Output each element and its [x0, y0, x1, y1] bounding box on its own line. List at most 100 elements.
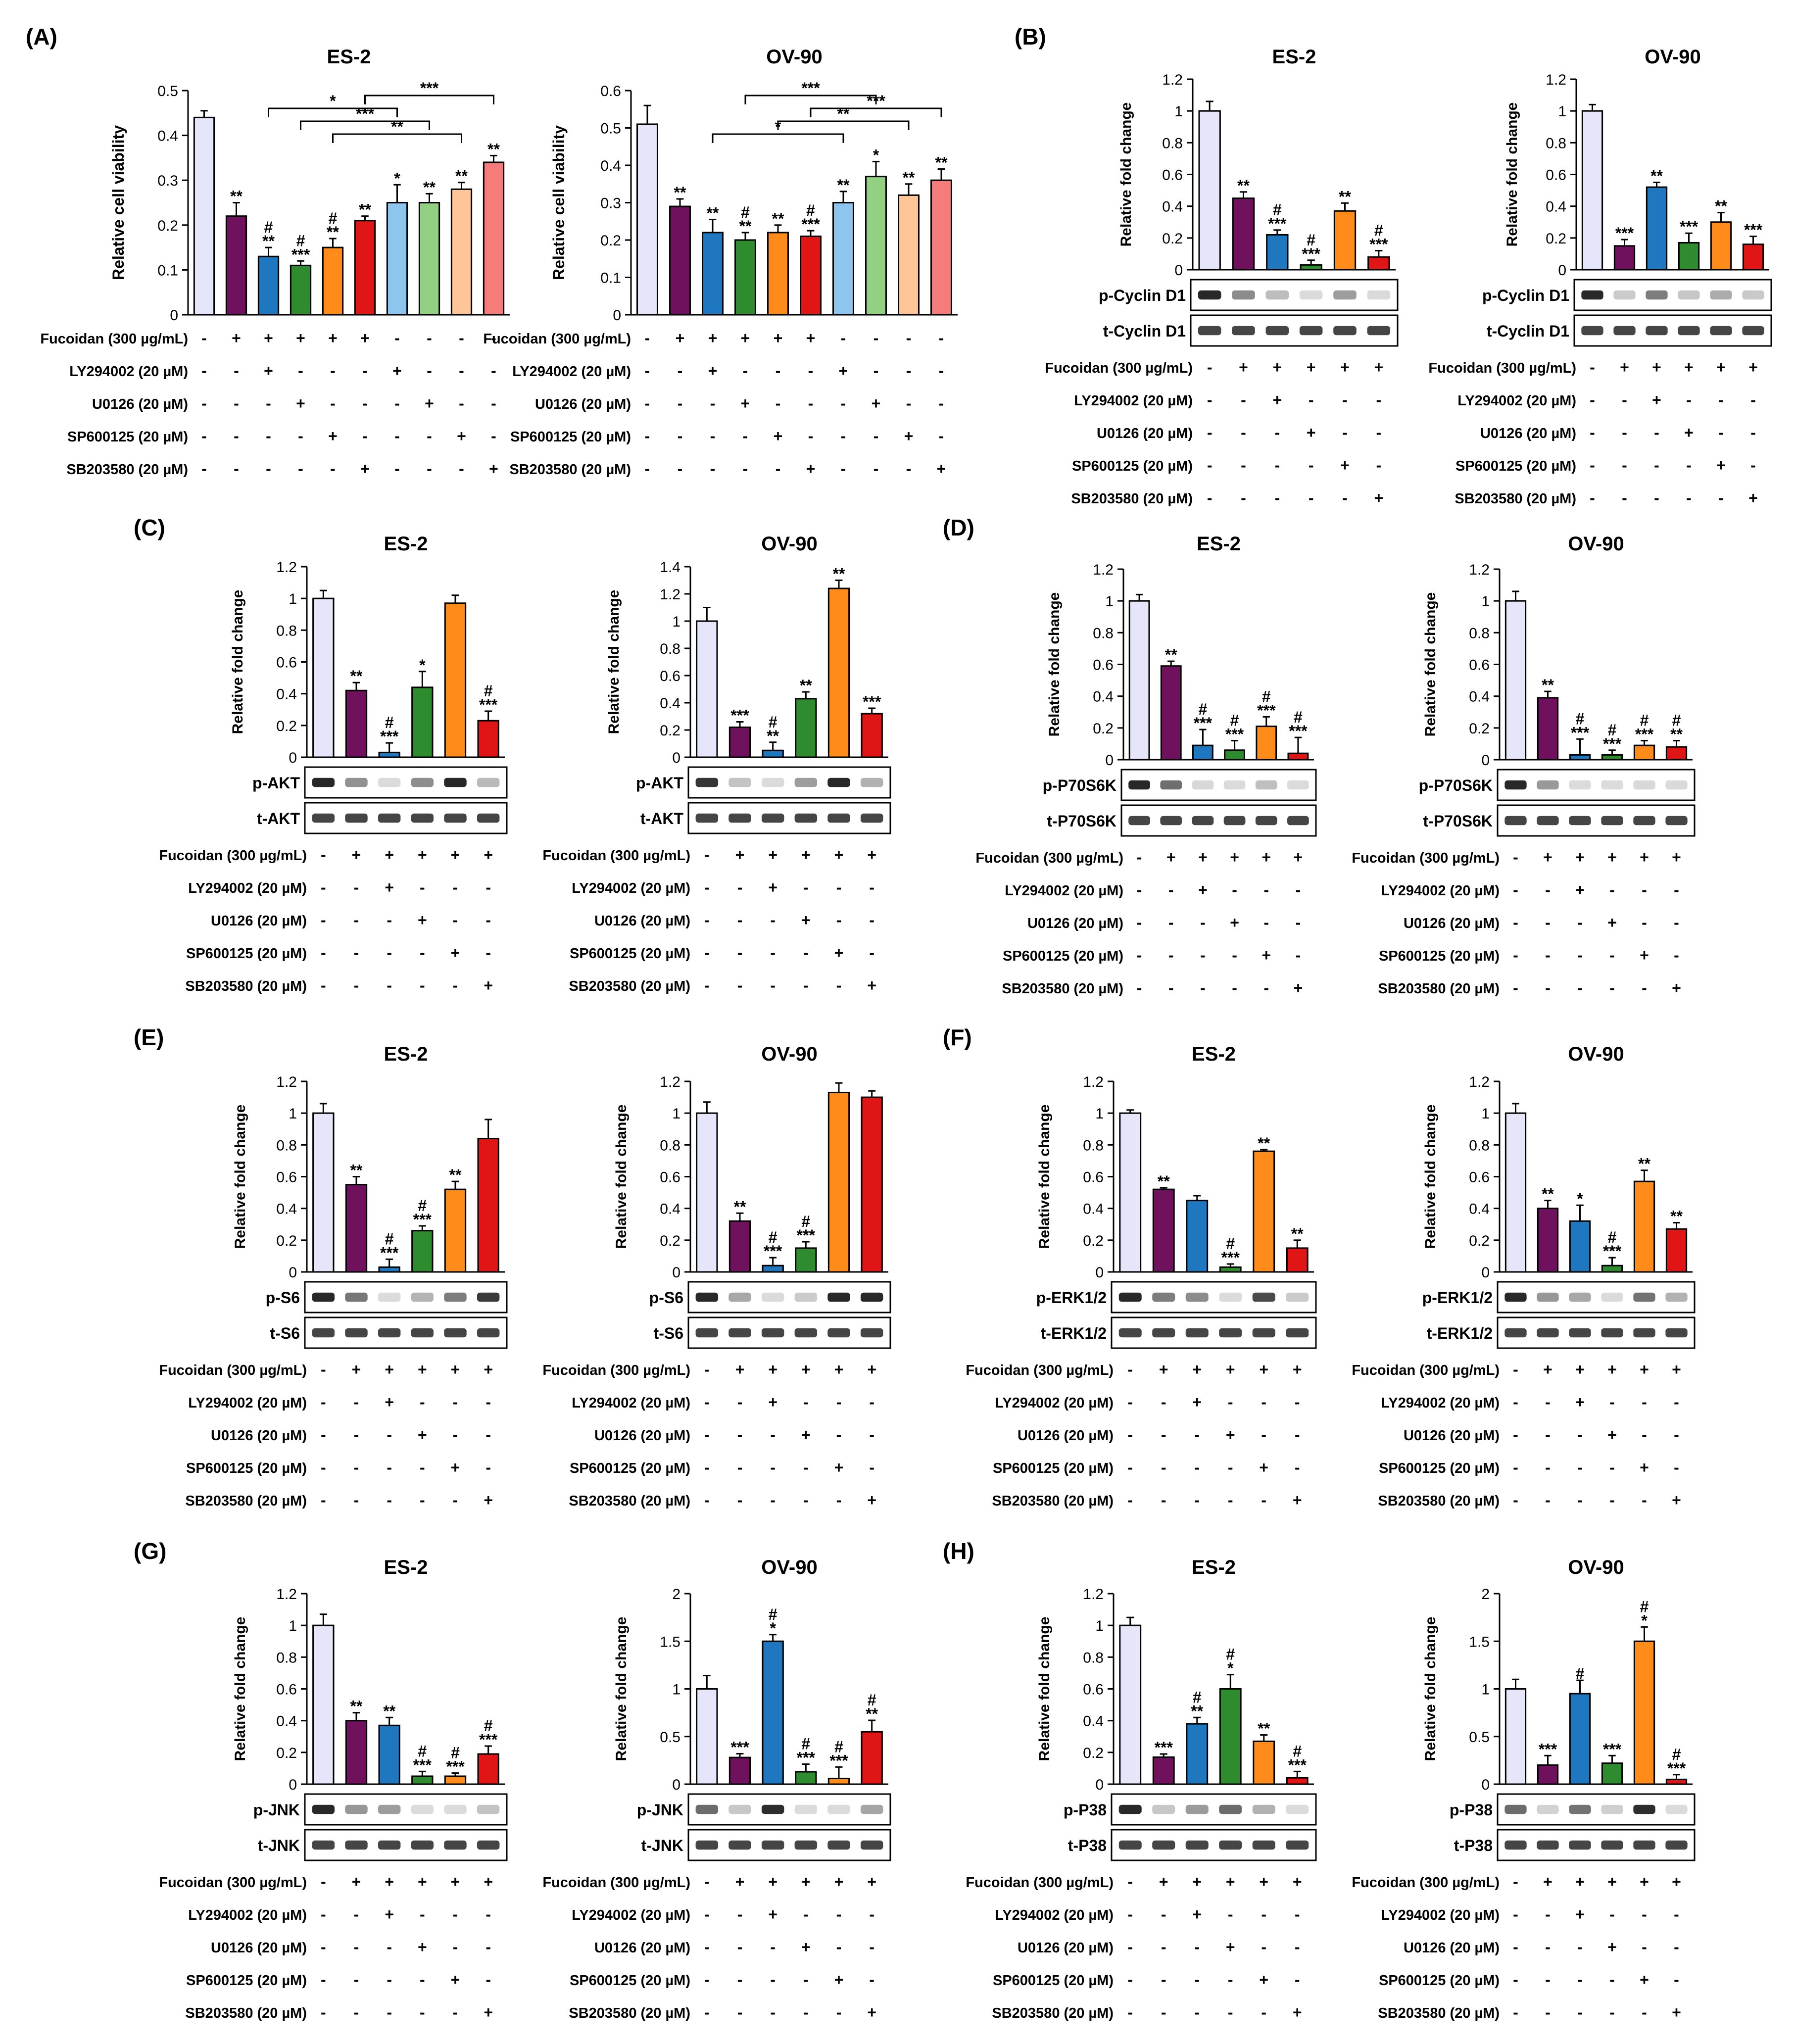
- treatment-sign: -: [394, 460, 400, 478]
- bar: [696, 1688, 718, 1785]
- treatment-label: SP600125 (20 µM): [67, 429, 188, 445]
- treatment-sign: +: [296, 394, 305, 412]
- treatment-sign: -: [737, 1938, 743, 1956]
- significance-mark: ***: [797, 1749, 816, 1767]
- treatment-sign: -: [1261, 1426, 1266, 1444]
- treatment-label: SB203580 (20 µM): [1071, 491, 1193, 507]
- blot-band: [1252, 1804, 1275, 1814]
- treatment-sign: -: [1609, 2003, 1615, 2021]
- treatment-sign: -: [1295, 1938, 1300, 1956]
- treatment-sign: -: [1241, 489, 1246, 507]
- bar: [1601, 754, 1623, 761]
- treatment-sign: +: [806, 329, 816, 347]
- treatment-sign: -: [841, 329, 846, 347]
- significance-mark: #: [1230, 712, 1239, 730]
- significance-mark: **: [935, 154, 948, 172]
- blot-band: [827, 813, 850, 823]
- blot-band: [827, 1328, 850, 1338]
- treatment-sign: +: [1307, 424, 1316, 441]
- treatment-sign: -: [1207, 358, 1213, 376]
- treatment-label: SB203580 (20 µM): [1455, 491, 1576, 507]
- treatment-sign: -: [266, 460, 271, 478]
- blot-label: t-Cyclin D1: [1103, 322, 1186, 340]
- treatment-label: U0126 (20 µM): [211, 1428, 307, 1444]
- treatment-label: Fucoidan (300 µg/mL): [966, 1363, 1114, 1378]
- treatment-sign: +: [1192, 1873, 1202, 1891]
- significance-mark: #: [1307, 231, 1315, 249]
- treatment-label: U0126 (20 µM): [1018, 1428, 1114, 1444]
- bar: [795, 698, 817, 758]
- treatment-sign: +: [1272, 391, 1282, 409]
- treatment-label: SP600125 (20 µM): [1003, 948, 1123, 964]
- treatment-label: SB203580 (20 µM): [569, 2005, 690, 2021]
- blot-label: p-P70S6K: [1043, 777, 1116, 794]
- treatment-sign: -: [1200, 979, 1206, 997]
- blot-band: [1569, 780, 1591, 790]
- treatment-sign: -: [1342, 424, 1348, 441]
- treatment-sign: -: [836, 2003, 842, 2021]
- treatment-sign: -: [704, 1361, 710, 1378]
- treatment-sign: -: [1513, 1938, 1518, 1956]
- treatment-sign: -: [803, 878, 809, 896]
- treatment-sign: -: [1161, 1938, 1166, 1956]
- treatment-sign: +: [834, 1971, 844, 1989]
- treatment-sign: -: [234, 427, 239, 445]
- blot-band: [411, 1328, 434, 1338]
- treatment-sign: -: [737, 1971, 743, 1989]
- treatment-sign: -: [710, 394, 716, 412]
- bar: [378, 1266, 400, 1273]
- blot-band: [1633, 1328, 1655, 1338]
- treatment-sign: -: [1168, 881, 1174, 899]
- blot-band: [1160, 780, 1182, 790]
- treatment-label: SB203580 (20 µM): [992, 2005, 1114, 2021]
- blot-band: [477, 1840, 500, 1850]
- treatment-sign: +: [418, 1873, 427, 1891]
- blot-band: [1665, 816, 1688, 826]
- treatment-sign: -: [1609, 1491, 1615, 1509]
- blot-band: [794, 813, 818, 823]
- treatment-sign: +: [834, 1459, 844, 1476]
- bar: [930, 179, 952, 316]
- significance-mark: **: [1339, 188, 1351, 205]
- blot-band: [1219, 1292, 1242, 1302]
- treatment-sign: +: [360, 329, 370, 347]
- treatment-sign: -: [387, 2003, 392, 2021]
- blot-label: p-P38: [1064, 1801, 1107, 1819]
- treatment-sign: +: [1640, 1971, 1649, 1989]
- treatment-sign: -: [1674, 914, 1679, 931]
- bar: [1160, 665, 1182, 761]
- treatment-sign: -: [453, 1393, 458, 1411]
- treatment-sign: -: [387, 911, 392, 929]
- y-tick-label: 1.2: [660, 586, 680, 603]
- bar: [312, 597, 335, 758]
- treatment-sign: -: [1295, 1971, 1300, 1989]
- blot-band: [794, 1840, 818, 1850]
- y-tick-label: 0.8: [1469, 1137, 1490, 1154]
- treatment-sign: +: [834, 944, 844, 962]
- y-tick-label: 1: [289, 1618, 297, 1634]
- bar: [1266, 234, 1289, 271]
- bar: [861, 713, 883, 758]
- treatment-sign: -: [420, 1905, 425, 1923]
- treatment-sign: -: [906, 362, 912, 380]
- treatment-sign: -: [298, 362, 303, 380]
- bar: [1119, 1624, 1142, 1785]
- treatment-sign: -: [645, 427, 650, 445]
- significance-mark: #: [1640, 712, 1649, 730]
- blot-band: [1537, 1840, 1559, 1850]
- y-tick-label: 0.4: [660, 695, 680, 712]
- bar: [411, 686, 434, 758]
- treatment-sign: -: [645, 362, 650, 380]
- significance-mark: #: [385, 1230, 394, 1248]
- treatment-sign: -: [321, 944, 326, 962]
- treatment-label: SP600125 (20 µM): [1379, 948, 1500, 964]
- treatment-sign: -: [1296, 914, 1301, 931]
- treatment-sign: +: [801, 911, 811, 929]
- y-tick-label: 0.8: [1469, 625, 1490, 641]
- treatment-sign: +: [385, 1905, 394, 1923]
- treatment-sign: -: [770, 976, 776, 994]
- treatment-label: U0126 (20 µM): [594, 1940, 690, 1956]
- treatment-label: LY294002 (20 µM): [188, 1907, 307, 1923]
- significance-mark: #: [801, 1735, 810, 1753]
- treatment-sign: -: [1228, 1905, 1233, 1923]
